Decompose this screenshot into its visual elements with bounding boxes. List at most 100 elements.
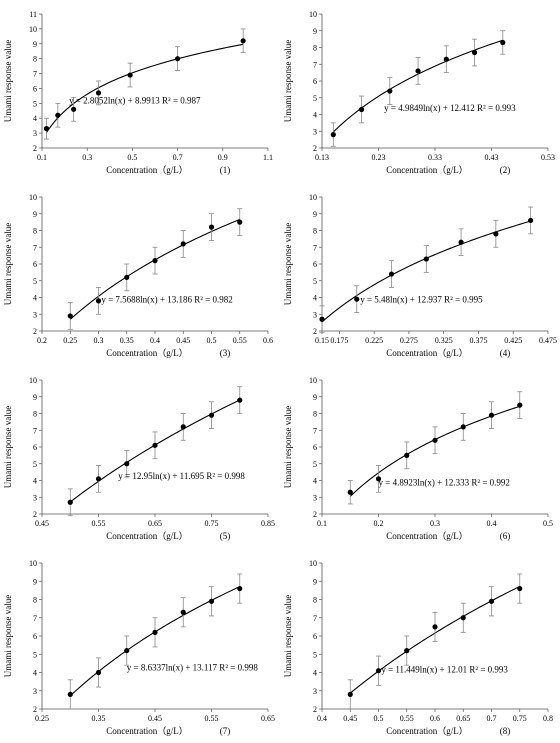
data-point [488,412,495,418]
y-tick-label: 2 [313,705,317,714]
panel-label: (6) [500,531,511,541]
y-axis-title: Umami response value [3,406,13,488]
data-point [95,669,102,676]
data-point [404,452,410,458]
y-tick-label: 6 [33,260,37,269]
data-point [180,241,186,247]
data-point [55,112,61,118]
data-point [375,668,382,674]
y-tick-label: 9 [33,210,37,219]
x-tick-label: 0.43 [485,153,499,162]
y-tick-label: 4 [313,294,317,303]
y-tick-label: 9 [313,210,317,219]
y-tick-label: 10 [29,559,37,568]
y-tick-label: 3 [313,127,317,136]
panel-label: (2) [500,165,511,175]
x-tick-label: 0.225 [365,336,383,345]
data-point [67,691,73,697]
y-tick-label: 2 [313,510,317,519]
y-tick-label: 6 [33,84,37,93]
y-tick-label: 3 [313,493,317,502]
y-tick-label: 5 [313,94,317,103]
data-point [95,298,102,304]
chart-1: 2 3 4 5 6 7 8 9 10 11 0.1 0.3 0.5 0.7 0.9 1.1 Umami resp… [3,10,273,175]
x-tick-label: 0.5 [127,153,137,162]
x-tick-label: 0.5 [374,714,384,723]
data-point [208,412,215,418]
x-tick-label: 0.375 [469,336,487,345]
y-tick-label: 3 [33,493,37,502]
chart-7: 2 3 4 5 6 7 8 9 10 0.25 0.35 0.45 0.55 0.65 Umami resp… [3,559,275,736]
y-tick-label: 6 [33,632,37,641]
y-tick-label: 10 [309,559,317,568]
panel-label: (1) [220,165,231,175]
y-tick-label: 6 [313,77,317,86]
x-tick-label: 0.23 [372,153,386,162]
fit-equation: y = 4.9849ln(x) + 12.412 R² = 0.993 [384,103,516,113]
data-point [415,68,421,74]
y-tick-label: 3 [313,687,317,696]
data-point [493,231,499,237]
y-tick-label: 4 [313,669,317,678]
x-tick-label: 0.65 [261,714,275,723]
y-tick-label: 8 [313,227,317,236]
y-tick-label: 3 [33,687,37,696]
y-tick-label: 3 [33,129,37,138]
y-tick-label: 4 [33,477,37,486]
y-tick-label: 9 [33,393,37,402]
data-point [432,437,438,443]
x-tick-label: 0.4 [150,336,160,345]
data-point [208,224,215,230]
x-tick-label: 0.275 [400,336,418,345]
x-tick-label: 0.15 [315,336,329,345]
y-tick-label: 6 [313,260,317,269]
y-tick-label: 7 [313,614,317,623]
y-tick-label: 6 [313,443,317,452]
data-point [95,476,102,482]
panel-label: (4) [500,348,511,358]
y-tick-label: 7 [313,243,317,252]
y-tick-label: 10 [309,10,317,19]
data-point [124,461,130,467]
panel-label: (7) [220,726,231,736]
y-tick-label: 8 [313,44,317,53]
x-tick-label: 0.13 [315,153,329,162]
x-axis-title: Concentration（g/L） [386,726,467,736]
x-tick-label: 0.25 [35,714,49,723]
data-point [388,271,395,277]
y-tick-label: 8 [313,596,317,605]
x-tick-label: 0.65 [456,714,470,723]
y-tick-label: 8 [33,55,37,64]
x-axis-title: Concentration（g/L） [106,348,187,358]
y-tick-label: 8 [313,410,317,419]
y-tick-label: 9 [33,577,37,586]
y-tick-label: 6 [313,632,317,641]
data-point [517,402,523,408]
y-tick-label: 7 [33,614,37,623]
data-point [180,609,186,615]
x-tick-label: 0.7 [487,714,497,723]
x-tick-label: 0.4 [317,714,327,723]
y-tick-label: 4 [313,111,317,120]
y-tick-label: 10 [29,193,37,202]
y-tick-label: 3 [313,310,317,319]
x-tick-label: 0.85 [261,519,275,528]
chart-2: 2 3 4 5 6 7 8 9 10 0.13 0.23 0.33 0.43 0.53 Umami resp… [283,10,555,175]
x-axis-title: Concentration（g/L） [106,726,187,736]
data-point [517,585,523,592]
y-axis-title: Umami response value [283,40,293,122]
y-tick-label: 10 [29,376,37,385]
x-tick-label: 0.9 [218,153,228,162]
x-tick-label: 0.55 [205,714,219,723]
fit-equation: y = 7.5688ln(x) + 13.186 R² = 0.982 [101,295,232,305]
data-point [67,499,73,505]
data-point [432,624,438,630]
x-tick-label: 0.35 [120,336,134,345]
y-tick-label: 11 [29,10,37,19]
data-point [237,219,243,225]
y-tick-label: 4 [33,669,37,678]
y-tick-label: 7 [33,243,37,252]
data-point [387,88,393,94]
data-point [127,72,133,78]
fit-equation: y = 5.48ln(x) + 12.937 R² = 0.995 [360,295,483,305]
